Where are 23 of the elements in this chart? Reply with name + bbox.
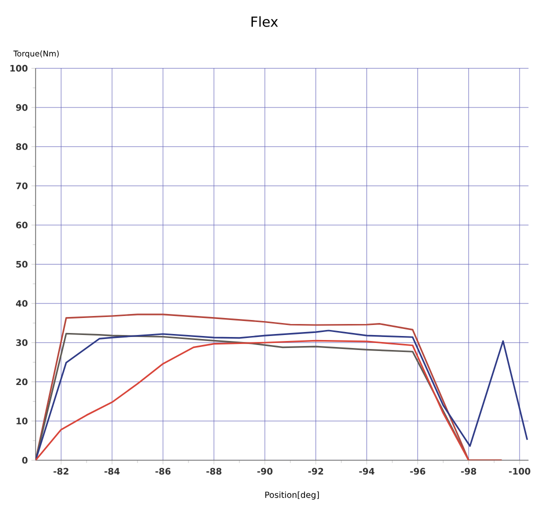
chart-title: Flex <box>252 16 278 28</box>
y-tick-label: 100 <box>10 65 28 72</box>
x-tick-label: -92 <box>308 468 324 475</box>
x-tick-label: -98 <box>461 468 476 475</box>
y-tick-label: 90 <box>16 104 28 111</box>
y-tick-label: 70 <box>16 182 28 190</box>
x-tick-label: -94 <box>359 468 374 475</box>
y-tick-label: 40 <box>16 300 28 307</box>
y-tick-label: 80 <box>16 143 28 150</box>
x-tick-label: -96 <box>410 468 426 475</box>
x-tick-label: -82 <box>54 468 68 475</box>
x-tick-label: -84 <box>104 468 120 475</box>
x-axis-title: Position[deg] <box>265 492 319 500</box>
x-tick-label: -100 <box>508 468 530 475</box>
x-tick-label: -88 <box>206 468 222 475</box>
y-tick-label: 0 <box>22 456 28 464</box>
x-tick-label: -86 <box>155 468 171 475</box>
y-tick-label: 50 <box>16 261 28 268</box>
y-tick-label: 10 <box>16 418 28 425</box>
y-tick-label: 30 <box>16 339 28 346</box>
x-tick-label: -90 <box>257 468 272 475</box>
y-tick-label: 20 <box>16 378 28 386</box>
y-tick-label: 60 <box>16 222 28 229</box>
